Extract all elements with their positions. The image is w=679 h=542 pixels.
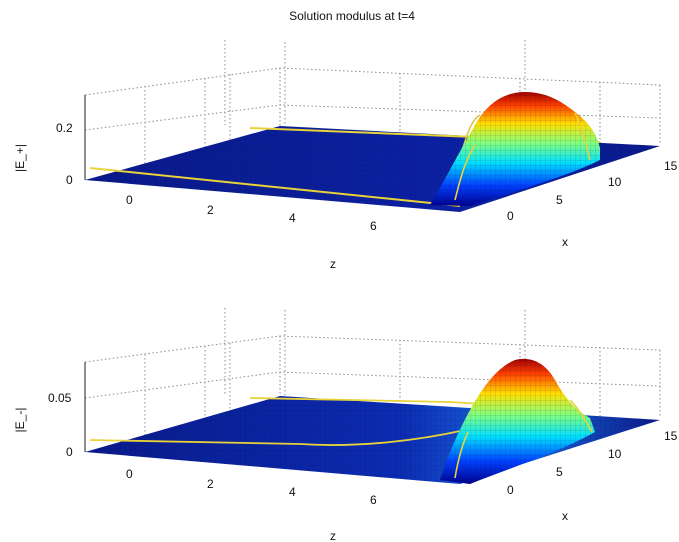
top-xaxis-label: z <box>330 257 336 271</box>
top-xaxis-tick-label: 6 <box>370 219 377 233</box>
bottom-yaxis-tick-label: 15 <box>664 429 678 443</box>
top-contour-front <box>89 167 461 207</box>
bottom-xaxis-tick-label: 4 <box>289 485 296 499</box>
top-xaxis-tick-label: 4 <box>289 211 296 225</box>
bottom-xaxis-tick-label: 6 <box>370 493 377 507</box>
bottom-xaxis-tick-label: 0 <box>126 467 133 481</box>
bottom-contour-front <box>89 429 466 446</box>
top-yaxis-label: x <box>562 235 568 249</box>
bottom-yaxis-tick-label: 0 <box>507 483 514 497</box>
top-yaxis-tick-label: 0 <box>507 209 514 223</box>
bottom-yaxis-label: x <box>562 509 568 523</box>
bottom-vertical-grid <box>224 308 526 396</box>
bottom-yaxis-tick-label: 5 <box>556 465 563 479</box>
bottom-yaxis-tick-label: 10 <box>608 447 622 461</box>
top-yaxis-tick-label: 10 <box>608 175 622 189</box>
bottom-xaxis-tick-label: 2 <box>207 477 214 491</box>
top-surface-plot: 0 0.2 0 2 4 6 0 5 10 15 |E_+| z x <box>13 40 678 271</box>
top-xaxis-tick-label: 0 <box>126 193 133 207</box>
top-peak-mesh <box>430 92 600 206</box>
top-zaxis-tick-label: 0 <box>66 173 73 187</box>
figure-title: Solution modulus at t=4 <box>289 9 415 23</box>
top-yaxis-tick-label: 5 <box>556 193 563 207</box>
bottom-zaxis-label: |E_-| <box>13 408 27 433</box>
top-yaxis-tick-label: 15 <box>664 159 678 173</box>
bottom-surface-plot: 0 0.05 0 2 4 6 0 5 10 15 |E_-| z x <box>13 308 678 542</box>
top-peak-contour <box>454 112 591 201</box>
top-back-wall-grid <box>84 67 661 180</box>
bottom-peak-mesh <box>440 358 595 484</box>
bottom-zaxis-tick-label: 0.05 <box>48 391 72 405</box>
top-zaxis-label: |E_+| <box>13 144 27 172</box>
bottom-zaxis-tick-label: 0 <box>66 445 73 459</box>
bottom-peak-contour <box>454 399 593 479</box>
bottom-xaxis-label: z <box>330 529 336 542</box>
top-zaxis-tick-label: 0.2 <box>56 121 73 135</box>
top-xaxis-tick-label: 2 <box>207 203 214 217</box>
